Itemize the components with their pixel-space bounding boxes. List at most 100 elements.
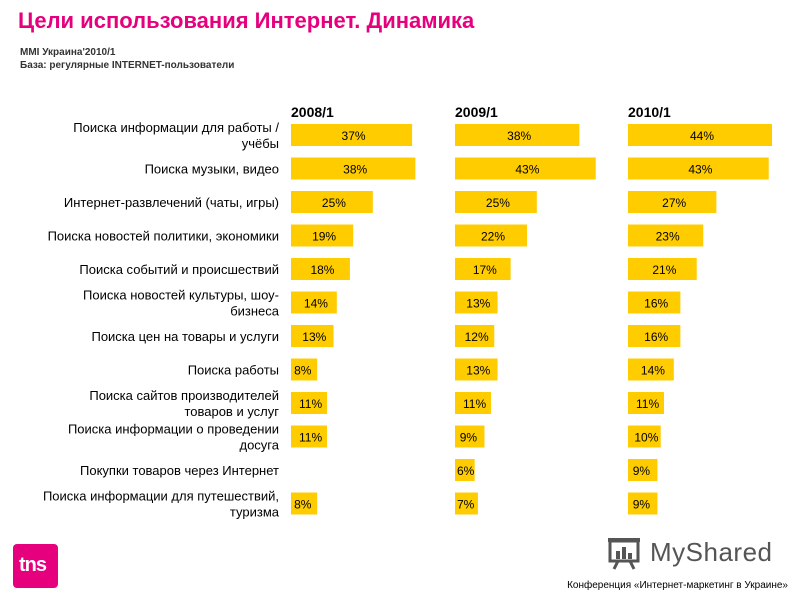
tns-logo-text: tns bbox=[19, 554, 47, 576]
bar-value-label: 13% bbox=[466, 297, 490, 311]
series-label-2008-1: 2008/1 bbox=[291, 104, 334, 120]
bar bbox=[291, 358, 318, 381]
bar bbox=[455, 157, 596, 180]
bar bbox=[455, 492, 478, 515]
bar-value-label: 11% bbox=[463, 397, 486, 411]
category-label: досуга bbox=[239, 438, 279, 453]
bar-value-label: 9% bbox=[633, 464, 651, 478]
bar bbox=[291, 224, 354, 247]
bar-value-label: 6% bbox=[457, 464, 475, 478]
bar bbox=[291, 124, 413, 146]
tns-logo: tns bbox=[13, 544, 58, 588]
bar bbox=[291, 157, 416, 180]
bar-value-label: 16% bbox=[644, 330, 668, 344]
bar-value-label: 22% bbox=[481, 230, 505, 244]
category-label: Поиска информации о проведении bbox=[68, 422, 279, 437]
bar bbox=[455, 425, 485, 448]
bar-value-label: 13% bbox=[466, 364, 490, 378]
bar-value-label: 16% bbox=[644, 297, 668, 311]
category-label: Поиска сайтов производителей bbox=[89, 388, 279, 403]
bar bbox=[455, 291, 498, 314]
bar-value-label: 9% bbox=[460, 431, 478, 445]
bar bbox=[628, 191, 717, 213]
category-label: Поиска работы bbox=[188, 363, 279, 378]
bar bbox=[628, 157, 769, 180]
bar bbox=[628, 124, 772, 146]
bar-value-label: 43% bbox=[515, 163, 539, 177]
bar bbox=[628, 258, 697, 280]
bar bbox=[455, 124, 580, 146]
bar bbox=[291, 291, 337, 314]
bar bbox=[628, 492, 658, 515]
bar bbox=[455, 224, 527, 247]
category-label: учёбы bbox=[242, 136, 279, 151]
bar bbox=[291, 325, 334, 347]
bar bbox=[291, 425, 327, 448]
bar bbox=[455, 358, 498, 381]
bar bbox=[291, 392, 327, 414]
bar-value-label: 25% bbox=[322, 196, 346, 210]
bar-value-label: 8% bbox=[294, 364, 312, 378]
bar-value-label: 43% bbox=[688, 163, 712, 177]
bar bbox=[291, 258, 350, 280]
bar-value-label: 23% bbox=[656, 230, 680, 244]
bar-value-label: 12% bbox=[465, 330, 489, 344]
category-label: Поиска новостей культуры, шоу- bbox=[83, 288, 279, 303]
presentation-icon bbox=[608, 538, 640, 570]
bar bbox=[291, 191, 373, 213]
bar bbox=[628, 425, 661, 448]
bar bbox=[628, 224, 704, 247]
base-label: База: регулярные INTERNET-пользователи bbox=[20, 60, 235, 71]
series-label-2010-1: 2010/1 bbox=[628, 104, 671, 120]
bar bbox=[291, 492, 318, 515]
category-label: Поиска новостей политики, экономики bbox=[48, 229, 279, 244]
bar-value-label: 8% bbox=[294, 498, 312, 512]
bar-value-label: 37% bbox=[342, 129, 366, 143]
category-label: Поиска информации для работы / bbox=[73, 120, 279, 135]
footer-conference: Конференция «Интернет-маркетинг в Украин… bbox=[567, 580, 788, 591]
bar-value-label: 13% bbox=[302, 330, 326, 344]
bar-value-label: 21% bbox=[652, 263, 676, 277]
bar bbox=[628, 392, 664, 414]
chart-subtitle: MMI Украина'2010/1 База: регулярные INTE… bbox=[20, 46, 234, 72]
category-label: Интернет-развлечений (чаты, игры) bbox=[64, 195, 279, 210]
bar-value-label: 9% bbox=[633, 498, 651, 512]
bar-value-label: 14% bbox=[304, 297, 328, 311]
bar-value-label: 38% bbox=[507, 129, 531, 143]
bar-value-label: 11% bbox=[636, 397, 659, 411]
bar bbox=[628, 459, 658, 481]
bar bbox=[455, 459, 475, 481]
category-label: Покупки товаров через Интернет bbox=[80, 463, 279, 478]
bar-value-label: 18% bbox=[310, 263, 334, 277]
bar-value-label: 19% bbox=[312, 230, 336, 244]
category-label: Поиска музыки, видео bbox=[145, 162, 279, 177]
bar-value-label: 10% bbox=[634, 431, 658, 445]
bar-value-label: 14% bbox=[641, 364, 665, 378]
page-title: Цели использования Интернет. Динамика bbox=[18, 8, 475, 33]
bar bbox=[628, 358, 674, 381]
bar bbox=[455, 258, 511, 280]
bar-value-label: 11% bbox=[299, 397, 322, 411]
bar-value-label: 38% bbox=[343, 163, 367, 177]
bar bbox=[455, 392, 491, 414]
bar-value-label: 17% bbox=[473, 263, 497, 277]
bar-value-label: 44% bbox=[690, 129, 714, 143]
bar-value-label: 7% bbox=[457, 498, 475, 512]
category-label: Поиска событий и происшествий bbox=[79, 262, 279, 277]
bar bbox=[455, 325, 495, 347]
bar-value-label: 27% bbox=[662, 196, 686, 210]
myshared-watermark: MyShared bbox=[606, 535, 786, 575]
bar bbox=[628, 291, 681, 314]
series-label-2009-1: 2009/1 bbox=[455, 104, 498, 120]
category-label: туризма bbox=[230, 505, 280, 520]
category-label: Поиска информации для путешествий, bbox=[43, 489, 279, 504]
category-label: товаров и услуг bbox=[184, 404, 279, 419]
bar bbox=[628, 325, 681, 347]
category-label: бизнеса bbox=[230, 304, 280, 319]
bar bbox=[455, 191, 537, 213]
source-label: MMI Украина'2010/1 bbox=[20, 47, 116, 58]
bar-value-label: 11% bbox=[299, 431, 322, 445]
watermark-text: MyShared bbox=[650, 537, 773, 567]
bar-value-label: 25% bbox=[486, 196, 510, 210]
